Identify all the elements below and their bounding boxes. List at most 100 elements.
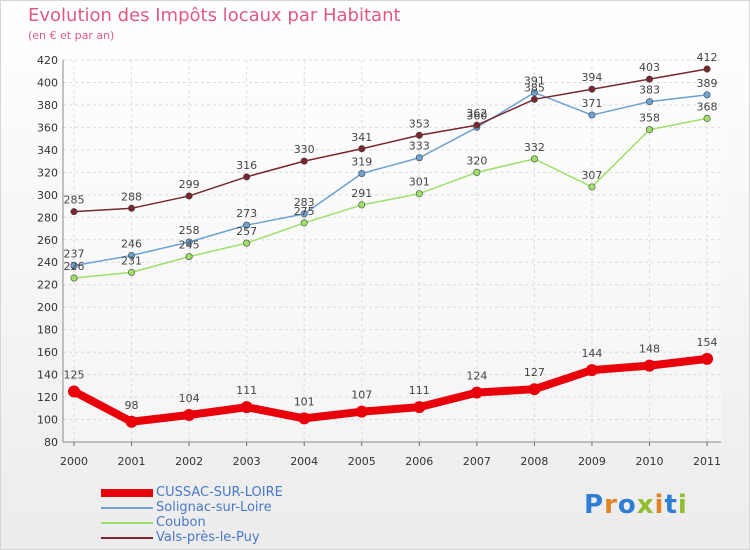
y-tick-label: 80 [44,436,58,449]
data-label: 111 [236,384,257,397]
data-point [643,359,656,372]
data-point [470,386,483,399]
data-point [358,201,366,209]
data-point [183,409,196,422]
proxiti-logo: Proxiti [584,490,688,520]
data-point [645,75,653,83]
data-point [128,204,136,212]
y-tick-label: 300 [37,189,58,202]
data-point [185,253,193,261]
data-label: 291 [351,187,372,200]
x-tick-label: 2001 [118,455,146,468]
x-tick-label: 2005 [348,455,376,468]
x-tick-label: 2010 [636,455,664,468]
data-point [528,383,541,396]
data-label: 394 [581,71,602,84]
data-label: 412 [697,51,718,64]
x-tick-label: 2000 [60,455,88,468]
data-point [243,173,251,181]
legend-label: Coubon [156,515,206,530]
data-point [701,352,714,365]
data-label: 283 [294,196,315,209]
grid [63,59,721,443]
data-label: 358 [639,112,660,125]
x-tick-label: 2004 [290,455,318,468]
data-label: 107 [351,389,372,402]
legend-swatch [101,522,153,524]
data-label: 307 [581,169,602,182]
data-point [415,131,423,139]
data-labels: 237 246 258 273 283 319 333 360 391 371 383 389 226 2… [64,51,718,412]
y-tick-label: 240 [37,256,58,269]
chart-subtitle: (en € et par an) [28,29,115,42]
chart-title: Evolution des Impôts locaux par Habitant [28,5,401,26]
data-label: 257 [236,225,257,238]
data-point [300,157,308,165]
data-point [530,95,538,103]
y-tick-label: 180 [37,324,58,337]
data-label: 389 [697,77,718,90]
x-tick-label: 2009 [578,455,606,468]
legend-swatch [101,489,153,497]
data-label: 124 [466,370,487,383]
series-lines [68,65,714,428]
data-point [185,238,193,246]
data-point [128,251,136,259]
legend-swatch [101,507,153,509]
data-label: 104 [179,392,200,405]
data-point [70,274,78,282]
data-point [300,219,308,227]
series-solignac-sur-loire [70,89,711,270]
data-point [530,89,538,97]
data-label: 285 [64,194,85,207]
data-label: 275 [294,205,315,218]
data-point [300,210,308,218]
y-tick-label: 280 [37,211,58,224]
data-point [473,168,481,176]
data-point [185,192,193,200]
data-point [70,262,78,270]
logo-letter: P [584,490,605,520]
data-label: 246 [121,237,142,250]
x-tick-label: 2002 [175,455,203,468]
logo-letter: i [654,490,665,520]
data-point [298,412,311,425]
series-line [73,91,708,267]
series-line [70,354,712,426]
y-tick-label: 220 [37,279,58,292]
data-label: 353 [409,117,430,130]
data-label: 111 [409,384,430,397]
data-label: 391 [524,75,545,88]
plot-area [63,60,721,442]
data-label: 362 [466,107,487,120]
data-point [703,114,711,122]
y-tick-label: 260 [37,234,58,247]
logo-letter: x [636,490,655,520]
logo-letter: o [617,490,637,520]
data-point [68,385,80,398]
data-point [530,155,538,163]
data-point [703,91,711,99]
data-point [243,239,251,247]
data-point [473,121,481,129]
logo-letter: r [604,490,618,520]
data-label: 341 [351,131,372,144]
data-label: 368 [697,100,718,113]
y-tick-label: 160 [37,346,58,359]
y-tick-label: 340 [37,144,58,157]
legend-label: Vals-près-le-Puy [156,530,260,545]
data-point [70,208,78,216]
series-line [73,68,708,213]
logo-letter: t [664,490,678,520]
axes: 80 100 120 140 160 180 200 220 240 260 280 300 320 34… [37,54,721,468]
data-label: 148 [639,343,660,356]
data-point [358,169,366,177]
data-label: 237 [64,248,85,261]
series-coubon [70,114,711,282]
data-label: 299 [179,178,200,191]
data-point [413,401,426,414]
data-point [415,154,423,162]
y-tick-label: 360 [37,121,58,134]
